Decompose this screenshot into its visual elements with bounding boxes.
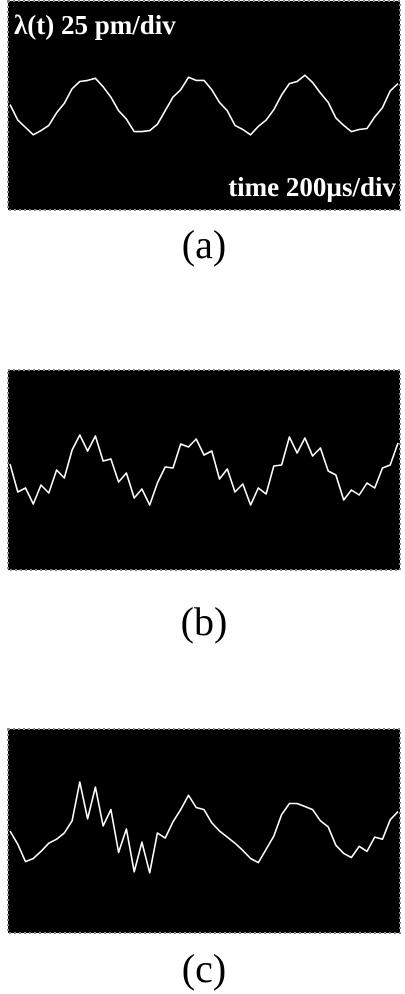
figure: λ(t) 25 pm/div time 200µs/div (a) (b) (c… [0, 0, 405, 994]
panel-caption: (a) [182, 222, 226, 267]
annotation: λ(t) 25 pm/div [14, 10, 176, 40]
panel-caption: (b) [181, 599, 228, 644]
panel-c [8, 729, 400, 933]
annotation: time 200µs/div [228, 172, 396, 202]
panel-caption: (c) [182, 946, 226, 991]
